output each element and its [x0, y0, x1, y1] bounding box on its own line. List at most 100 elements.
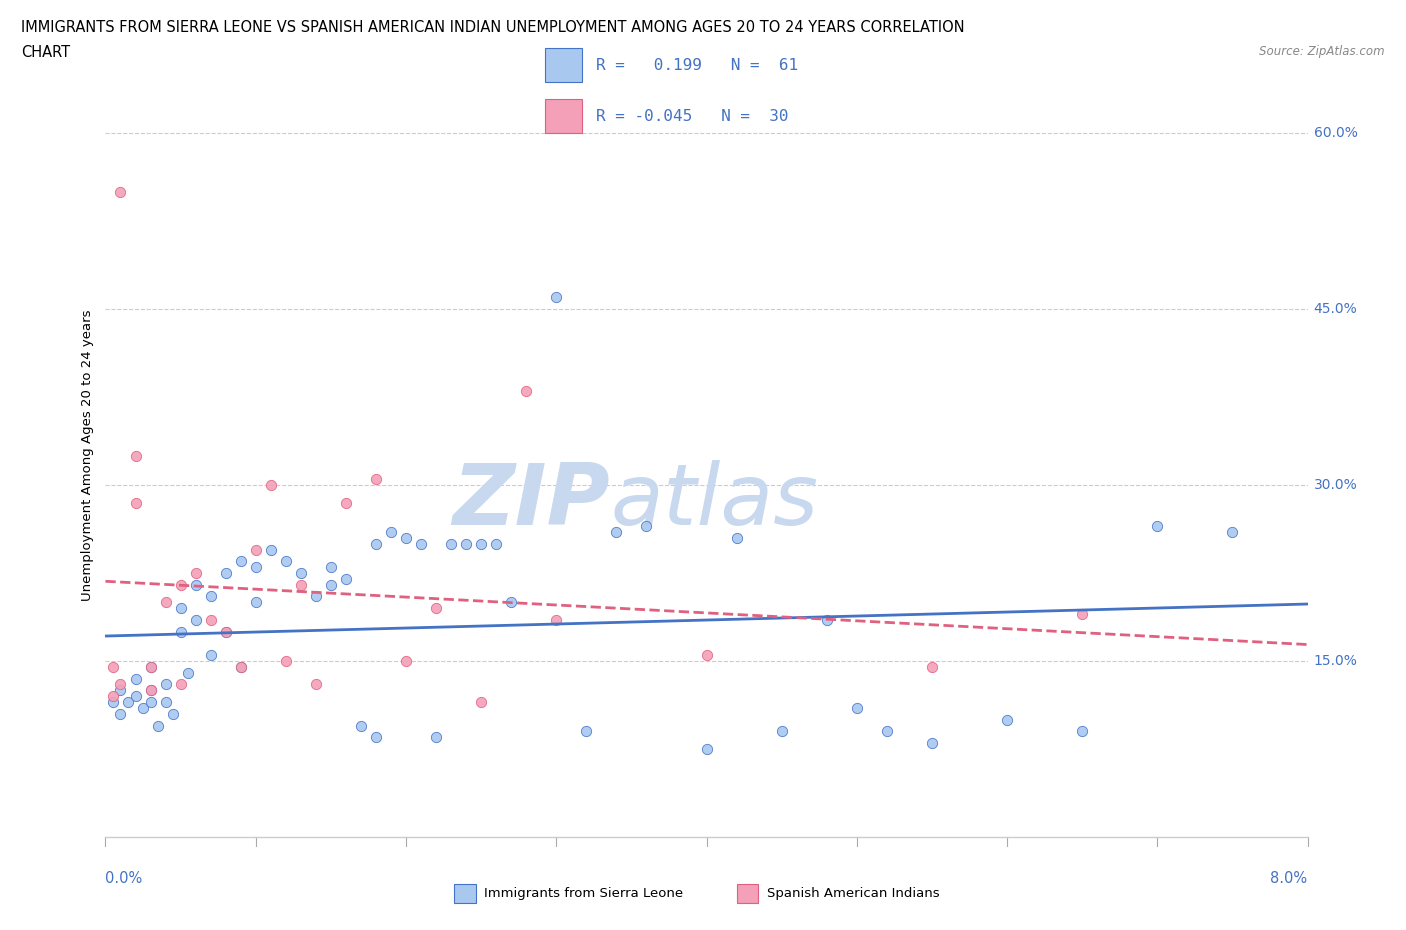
- Bar: [546, 48, 582, 82]
- Point: [696, 647, 718, 662]
- Point: [1222, 525, 1244, 539]
- Point: [770, 724, 793, 738]
- Point: [139, 659, 162, 674]
- Point: [146, 718, 169, 733]
- Text: 8.0%: 8.0%: [1271, 871, 1308, 886]
- Point: [117, 695, 139, 710]
- Point: [101, 659, 124, 674]
- Point: [636, 519, 658, 534]
- Text: Spanish American Indians: Spanish American Indians: [766, 887, 939, 900]
- Point: [305, 677, 328, 692]
- Point: [184, 578, 207, 592]
- Point: [546, 290, 568, 305]
- Point: [274, 654, 297, 669]
- Point: [425, 730, 447, 745]
- Point: [364, 730, 387, 745]
- Point: [725, 530, 748, 545]
- Point: [132, 700, 155, 715]
- Point: [319, 560, 342, 575]
- Point: [124, 671, 146, 686]
- Point: [245, 595, 267, 610]
- Point: [319, 578, 342, 592]
- Point: [214, 624, 236, 639]
- Text: 15.0%: 15.0%: [1313, 654, 1357, 668]
- Point: [155, 695, 177, 710]
- Point: [335, 571, 357, 586]
- Point: [409, 537, 432, 551]
- Point: [845, 700, 868, 715]
- Bar: [454, 884, 475, 903]
- Point: [155, 595, 177, 610]
- Point: [921, 736, 943, 751]
- Point: [260, 542, 283, 557]
- Point: [245, 542, 267, 557]
- Y-axis label: Unemployment Among Ages 20 to 24 years: Unemployment Among Ages 20 to 24 years: [82, 310, 94, 602]
- Point: [101, 689, 124, 704]
- Point: [177, 665, 200, 680]
- Point: [200, 613, 222, 628]
- Point: [274, 554, 297, 569]
- Point: [200, 589, 222, 604]
- Text: 0.0%: 0.0%: [105, 871, 142, 886]
- Point: [380, 525, 402, 539]
- Point: [290, 565, 312, 580]
- Point: [696, 741, 718, 756]
- Point: [139, 683, 162, 698]
- Point: [101, 695, 124, 710]
- Point: [921, 659, 943, 674]
- Point: [229, 659, 252, 674]
- Text: R = -0.045   N =  30: R = -0.045 N = 30: [596, 109, 789, 124]
- Point: [485, 537, 508, 551]
- Point: [124, 495, 146, 510]
- Point: [139, 695, 162, 710]
- Point: [470, 695, 492, 710]
- Text: 30.0%: 30.0%: [1313, 478, 1357, 492]
- Text: 60.0%: 60.0%: [1313, 126, 1357, 140]
- Point: [364, 472, 387, 486]
- Point: [350, 718, 373, 733]
- Point: [364, 537, 387, 551]
- Point: [229, 554, 252, 569]
- Point: [395, 530, 418, 545]
- Point: [876, 724, 898, 738]
- Point: [214, 624, 236, 639]
- Point: [169, 677, 191, 692]
- Point: [290, 578, 312, 592]
- Text: CHART: CHART: [21, 45, 70, 60]
- Point: [139, 659, 162, 674]
- Point: [184, 613, 207, 628]
- Point: [184, 565, 207, 580]
- Point: [162, 707, 184, 722]
- Point: [995, 712, 1018, 727]
- Text: Source: ZipAtlas.com: Source: ZipAtlas.com: [1260, 45, 1385, 58]
- Point: [214, 565, 236, 580]
- Point: [575, 724, 598, 738]
- Text: R =   0.199   N =  61: R = 0.199 N = 61: [596, 58, 799, 73]
- Point: [815, 613, 838, 628]
- Point: [229, 659, 252, 674]
- Point: [124, 689, 146, 704]
- Point: [169, 578, 191, 592]
- Point: [305, 589, 328, 604]
- Point: [335, 495, 357, 510]
- Point: [440, 537, 463, 551]
- Point: [425, 601, 447, 616]
- Point: [395, 654, 418, 669]
- Point: [139, 683, 162, 698]
- Point: [110, 184, 132, 199]
- Point: [470, 537, 492, 551]
- Point: [169, 601, 191, 616]
- Text: IMMIGRANTS FROM SIERRA LEONE VS SPANISH AMERICAN INDIAN UNEMPLOYMENT AMONG AGES : IMMIGRANTS FROM SIERRA LEONE VS SPANISH …: [21, 20, 965, 35]
- Point: [1146, 519, 1168, 534]
- Point: [260, 478, 283, 493]
- Point: [1071, 606, 1094, 621]
- Point: [169, 624, 191, 639]
- Point: [200, 647, 222, 662]
- Point: [110, 707, 132, 722]
- Point: [546, 613, 568, 628]
- Point: [124, 448, 146, 463]
- Bar: [546, 100, 582, 134]
- Point: [605, 525, 627, 539]
- Bar: [737, 884, 758, 903]
- Text: ZIP: ZIP: [453, 460, 610, 543]
